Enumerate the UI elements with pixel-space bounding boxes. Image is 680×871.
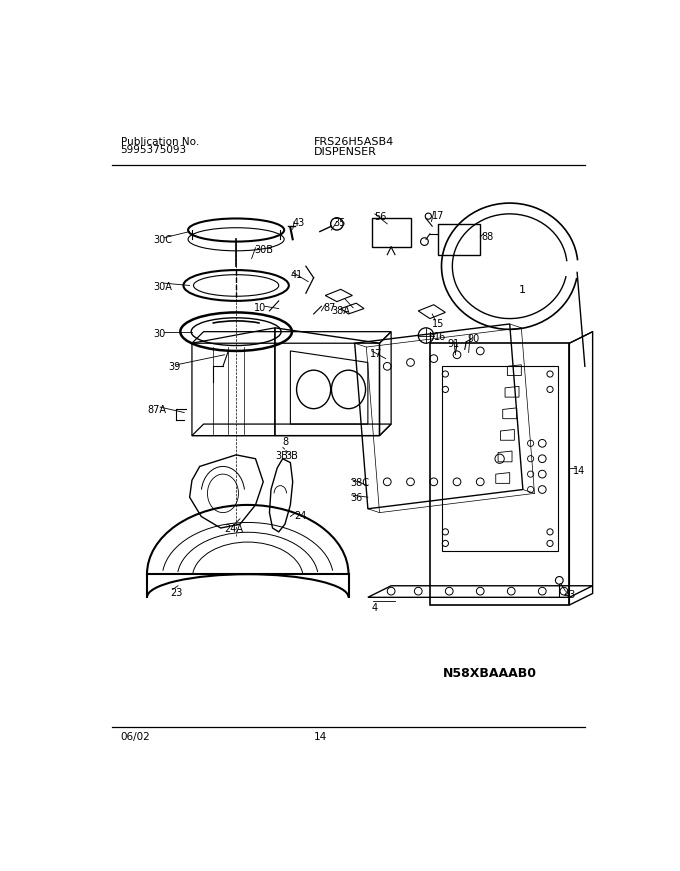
Text: 30: 30 xyxy=(153,329,165,340)
Text: 30A: 30A xyxy=(153,281,172,292)
Text: 06/02: 06/02 xyxy=(120,732,150,742)
Text: FRS26H5ASB4: FRS26H5ASB4 xyxy=(313,137,394,147)
Text: 87: 87 xyxy=(324,303,336,314)
Text: 3B: 3B xyxy=(285,451,298,461)
Text: 35: 35 xyxy=(333,219,345,228)
Text: 17: 17 xyxy=(370,349,383,360)
Text: 16: 16 xyxy=(434,332,446,341)
Text: 8: 8 xyxy=(283,437,289,447)
Text: 24A: 24A xyxy=(224,524,243,534)
Text: 5995375093: 5995375093 xyxy=(120,145,187,155)
Text: 36: 36 xyxy=(350,493,362,503)
Text: 3B: 3B xyxy=(275,451,288,461)
Text: 38A: 38A xyxy=(331,307,350,316)
Text: 10: 10 xyxy=(254,303,266,314)
Text: 43: 43 xyxy=(292,219,305,228)
Text: 91: 91 xyxy=(447,340,460,349)
Text: 88: 88 xyxy=(482,232,494,241)
Text: N58XBAAAB0: N58XBAAAB0 xyxy=(443,666,537,679)
Text: 15: 15 xyxy=(432,319,445,328)
Text: 87A: 87A xyxy=(147,405,166,415)
Text: 43: 43 xyxy=(564,590,576,599)
Text: 24: 24 xyxy=(294,511,307,521)
Text: 23: 23 xyxy=(170,588,183,598)
Text: 56: 56 xyxy=(374,213,386,222)
Text: 30C: 30C xyxy=(153,235,172,246)
Text: DISPENSER: DISPENSER xyxy=(313,147,377,157)
Text: 41: 41 xyxy=(290,270,303,280)
Text: 14: 14 xyxy=(573,466,585,476)
Text: 1: 1 xyxy=(519,286,526,295)
Text: 14: 14 xyxy=(313,732,327,742)
Text: 39: 39 xyxy=(169,362,181,373)
Text: 38C: 38C xyxy=(350,478,369,488)
Text: 4: 4 xyxy=(372,604,378,613)
Text: 30B: 30B xyxy=(254,245,273,254)
Text: Publication No.: Publication No. xyxy=(120,137,199,147)
Text: 17: 17 xyxy=(432,211,445,220)
Text: 90: 90 xyxy=(468,334,480,344)
